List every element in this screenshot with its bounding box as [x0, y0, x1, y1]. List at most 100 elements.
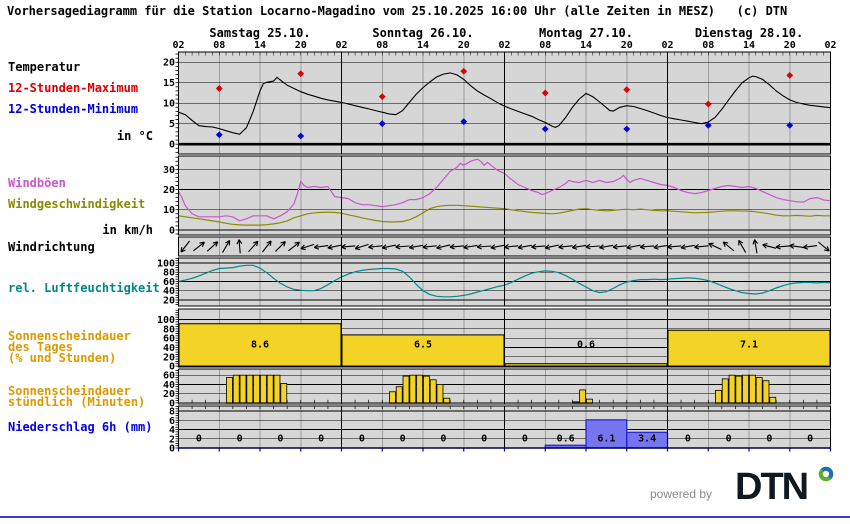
svg-text:0: 0 — [359, 434, 365, 445]
label-precipitation: Niederschlag 6h (mm) — [8, 420, 153, 434]
svg-text:3.4: 3.4 — [638, 434, 656, 445]
svg-text:100: 100 — [157, 315, 175, 326]
dtn-logo-ring-icon — [818, 466, 834, 482]
panel-temperature: 0 5 10 15 20 — [163, 51, 832, 155]
svg-text:80: 80 — [163, 324, 175, 335]
svg-text:0: 0 — [685, 434, 691, 445]
label-wind-direction: Windrichtung — [8, 240, 95, 254]
svg-text:Dienstag 28.10.: Dienstag 28.10. — [695, 26, 803, 40]
svg-text:7.1: 7.1 — [740, 340, 758, 351]
page-title: Vorhersagediagramm für die Station Locar… — [7, 4, 788, 18]
svg-text:0: 0 — [522, 434, 528, 445]
svg-text:0: 0 — [440, 434, 446, 445]
svg-text:02: 02 — [172, 40, 184, 51]
svg-text:14: 14 — [580, 40, 592, 51]
svg-text:Samstag 25.10.: Samstag 25.10. — [209, 26, 310, 40]
svg-text:20: 20 — [163, 389, 175, 400]
label-12h-minimum: 12-Stunden-Minimum — [8, 102, 139, 116]
svg-text:0: 0 — [237, 434, 243, 445]
label-sunshine-daily-3: (% und Stunden) — [8, 351, 117, 365]
label-humidity: rel. Luftfeuchtigkeit — [8, 281, 160, 295]
svg-text:20: 20 — [458, 40, 470, 51]
powered-by-text: powered by — [650, 487, 713, 501]
svg-text:14: 14 — [743, 40, 755, 51]
label-sunshine-daily-1: Sonnenscheindauer — [8, 329, 131, 343]
svg-text:15: 15 — [163, 78, 175, 89]
svg-text:20: 20 — [163, 185, 175, 196]
svg-text:0: 0 — [169, 140, 175, 151]
bottom-divider — [0, 516, 850, 518]
label-sunshine-daily-2: des Tages — [8, 340, 74, 354]
svg-text:20: 20 — [163, 58, 175, 69]
panel-wind: 0 10 20 30 — [163, 155, 832, 236]
svg-text:20: 20 — [163, 352, 175, 363]
svg-text:5: 5 — [169, 119, 175, 130]
label-wind-speed: Windgeschwindigkeit — [8, 197, 146, 211]
svg-text:20: 20 — [784, 40, 796, 51]
svg-text:100: 100 — [157, 258, 175, 269]
svg-text:6.1: 6.1 — [597, 434, 615, 445]
svg-text:20: 20 — [295, 40, 307, 51]
svg-text:80: 80 — [163, 268, 175, 279]
svg-text:4: 4 — [169, 425, 175, 436]
svg-text:0: 0 — [481, 434, 487, 445]
svg-text:08: 08 — [376, 40, 388, 51]
svg-text:2: 2 — [169, 434, 175, 445]
svg-text:30: 30 — [163, 165, 175, 176]
svg-text:0: 0 — [169, 444, 175, 455]
svg-text:60: 60 — [163, 277, 175, 288]
svg-text:0: 0 — [169, 398, 175, 409]
svg-text:40: 40 — [163, 343, 175, 354]
svg-text:08: 08 — [702, 40, 714, 51]
label-wind-gusts: Windböen — [8, 176, 66, 190]
svg-text:8.6: 8.6 — [251, 340, 269, 351]
svg-text:02: 02 — [335, 40, 347, 51]
svg-text:40: 40 — [163, 286, 175, 297]
svg-text:02: 02 — [498, 40, 510, 51]
svg-text:Sonntag 26.10.: Sonntag 26.10. — [372, 26, 473, 40]
svg-text:6.5: 6.5 — [414, 340, 432, 351]
dtn-logo-text: DTN — [735, 466, 809, 508]
svg-text:60: 60 — [163, 371, 175, 382]
svg-text:02: 02 — [661, 40, 673, 51]
label-sunshine-hourly-2: stündlich (Minuten) — [8, 395, 146, 409]
svg-text:Montag 27.10.: Montag 27.10. — [539, 26, 633, 40]
svg-text:0.6: 0.6 — [557, 434, 575, 445]
svg-text:0: 0 — [169, 362, 175, 373]
panel-winddir — [177, 236, 832, 257]
svg-text:60: 60 — [163, 334, 175, 345]
svg-text:0: 0 — [726, 434, 732, 445]
svg-text:0: 0 — [400, 434, 406, 445]
label-wind-unit: in km/h — [102, 223, 153, 237]
svg-text:10: 10 — [163, 205, 175, 216]
svg-text:08: 08 — [213, 40, 225, 51]
svg-text:0: 0 — [277, 434, 283, 445]
label-temperature: Temperatur — [8, 60, 81, 74]
svg-text:20: 20 — [621, 40, 633, 51]
svg-text:10: 10 — [163, 99, 175, 110]
svg-text:14: 14 — [254, 40, 266, 51]
label-sunshine-hourly-1: Sonnenscheindauer — [8, 384, 131, 398]
svg-text:08: 08 — [539, 40, 551, 51]
svg-text:40: 40 — [163, 380, 175, 391]
label-temp-unit: in °C — [116, 129, 153, 143]
svg-text:0: 0 — [807, 434, 813, 445]
svg-text:20: 20 — [163, 295, 175, 306]
label-12h-maximum: 12-Stunden-Maximum — [8, 81, 139, 95]
svg-text:6: 6 — [169, 416, 175, 427]
svg-text:14: 14 — [417, 40, 429, 51]
svg-text:0: 0 — [169, 225, 175, 236]
svg-text:0: 0 — [196, 434, 202, 445]
svg-text:02: 02 — [824, 40, 836, 51]
svg-text:8: 8 — [169, 407, 175, 418]
svg-text:0: 0 — [766, 434, 772, 445]
time-axis: Samstag 25.10. Sonntag 26.10. Montag 27.10… — [172, 26, 836, 51]
svg-text:0: 0 — [318, 434, 324, 445]
svg-text:0.6: 0.6 — [577, 340, 595, 351]
